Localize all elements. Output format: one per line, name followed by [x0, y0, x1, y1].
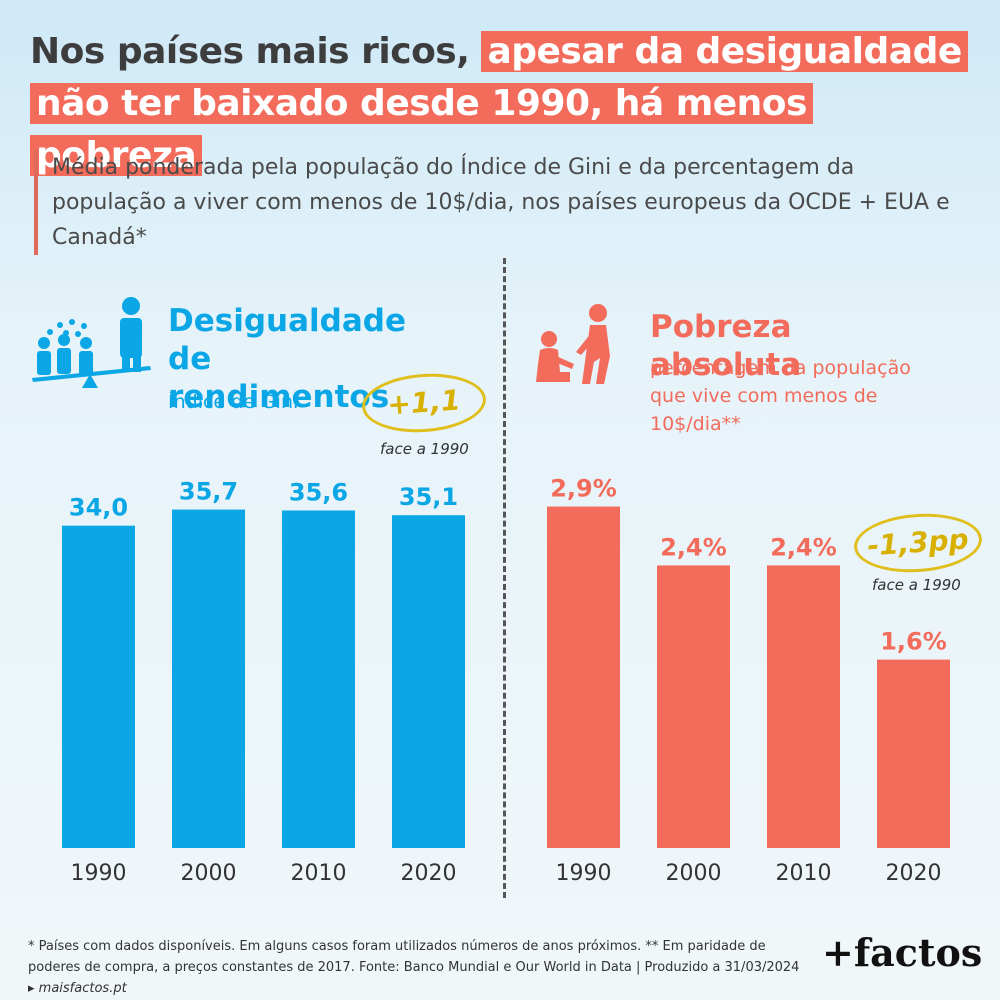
gini-value-label-2020: 35,1: [399, 483, 458, 511]
poverty-bar-1990: [547, 506, 620, 848]
poverty-value-label-2000: 2,4%: [660, 533, 727, 561]
gini-value-label-2000: 35,7: [179, 478, 238, 506]
gini-x-tick-1990: 1990: [71, 861, 127, 886]
gini-bar-2020: [392, 515, 465, 848]
poverty-panel-subtitle: percentagem da população que vive com me…: [650, 357, 911, 435]
poverty-x-tick-2000: 2000: [666, 861, 722, 886]
gini-value-label-2010: 35,6: [289, 478, 348, 506]
chart-subtitle: Média ponderada pela população do Índice…: [34, 150, 962, 255]
gini-panel-subtitle: Índice de Gini: [168, 391, 299, 413]
poverty-bar-2020: [877, 659, 950, 848]
poverty-value-label-2010: 2,4%: [770, 533, 837, 561]
gini-value-label-1990: 34,0: [69, 494, 128, 522]
gini-panel-title: Desigualdade de rendimentos: [168, 303, 406, 415]
poverty-value-label-1990: 2,9%: [550, 475, 617, 503]
footnote-site: maisfactos.pt: [38, 981, 127, 996]
gini-bar-1990: [62, 525, 135, 848]
poverty-bar-2010: [767, 565, 840, 848]
panel-divider: [503, 258, 506, 898]
gini-bar-2010: [282, 510, 355, 848]
gini-bar-2000: [172, 509, 245, 848]
title-part-1: Nos países mais ricos,: [30, 31, 470, 72]
footnote-text: * Países com dados disponíveis. Em algun…: [28, 939, 800, 996]
gini-x-tick-2010: 2010: [291, 861, 347, 886]
poverty-change-note: face a 1990: [872, 576, 961, 594]
gini-change-note: face a 1990: [380, 440, 469, 458]
poverty-bar-2000: [657, 565, 730, 848]
poverty-panel-title: Pobreza absoluta: [650, 309, 802, 383]
footnote: * Países com dados disponíveis. Em algun…: [28, 936, 808, 999]
gini-x-tick-2000: 2000: [181, 861, 237, 886]
poverty-x-tick-2020: 2020: [886, 861, 942, 886]
poverty-x-tick-2010: 2010: [776, 861, 832, 886]
poverty-value-label-2020: 1,6%: [880, 628, 947, 656]
brand-logo: +factos: [822, 930, 983, 975]
gini-x-tick-2020: 2020: [401, 861, 457, 886]
chart-title: Nos países mais ricos, apesar da desigua…: [30, 26, 970, 182]
poverty-x-tick-1990: 1990: [556, 861, 612, 886]
